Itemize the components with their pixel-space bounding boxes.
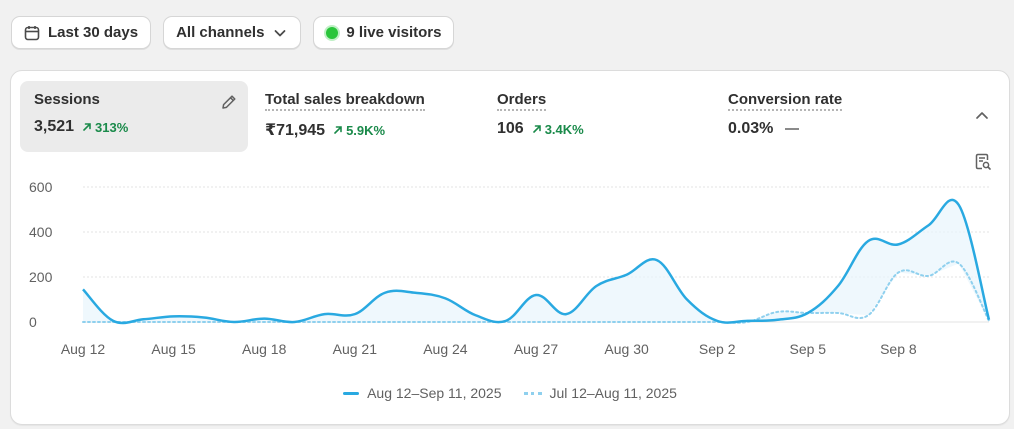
x-tick-label: Aug 15 xyxy=(151,341,196,357)
metric-value: 3,521 xyxy=(34,118,75,135)
x-tick-label: Aug 12 xyxy=(61,341,106,357)
x-tick-label: Aug 21 xyxy=(333,341,378,357)
y-tick-label: 400 xyxy=(29,224,53,240)
x-tick-label: Sep 2 xyxy=(699,341,736,357)
metric-change-value: 5.9K% xyxy=(346,122,386,138)
series-line-current xyxy=(82,198,991,325)
arrow-up-right-icon xyxy=(334,126,342,134)
metric-change: 3.4K% xyxy=(532,122,584,137)
metric-label: Total sales breakdown xyxy=(265,91,425,111)
legend-item-previous[interactable]: Jul 12–Aug 11, 2025 xyxy=(523,385,677,401)
chevron-down-icon xyxy=(272,25,288,41)
metric-label: Orders xyxy=(497,91,547,111)
metric-change: 5.9K% xyxy=(333,123,385,138)
metric-conversion-rate[interactable]: Conversion rate 0.03% xyxy=(714,81,942,152)
metric-change-value: 3.4K% xyxy=(544,121,584,137)
metric-value: 0.03% xyxy=(728,120,774,137)
y-tick-label: 0 xyxy=(29,314,37,330)
x-tick-label: Aug 24 xyxy=(423,341,468,357)
channels-label: All channels xyxy=(176,24,265,41)
metric-orders[interactable]: Orders 106 3.4K% xyxy=(483,81,711,152)
x-tick-label: Sep 5 xyxy=(790,341,827,357)
legend-label: Aug 12–Sep 11, 2025 xyxy=(367,385,502,401)
metric-label: Sessions xyxy=(34,91,100,108)
legend-item-current[interactable]: Aug 12–Sep 11, 2025 xyxy=(343,385,502,401)
no-change-dash-icon xyxy=(785,128,800,130)
arrow-up-right-icon xyxy=(532,125,541,133)
legend-swatch-dotted xyxy=(523,391,542,395)
chevron-up-icon[interactable] xyxy=(973,107,991,125)
metric-sessions[interactable]: Sessions 3,521 313% xyxy=(20,81,248,152)
live-visitors-label: 9 live visitors xyxy=(346,24,442,41)
chart-legend: Aug 12–Sep 11, 2025 Jul 12–Aug 11, 2025 xyxy=(11,385,1009,401)
metric-label: Conversion rate xyxy=(728,91,843,111)
arrow-up-right-icon xyxy=(83,123,91,131)
y-tick-label: 600 xyxy=(29,179,53,195)
x-tick-label: Sep 8 xyxy=(880,341,917,357)
x-tick-label: Aug 30 xyxy=(604,341,649,357)
live-dot-icon xyxy=(326,26,339,39)
toolbar: Last 30 days All channels 9 live visitor… xyxy=(11,16,455,49)
x-tick-label: Aug 18 xyxy=(242,341,287,357)
metric-value: 106 xyxy=(497,120,524,137)
metric-value: ₹71,945 xyxy=(265,122,326,139)
series-gap-shading xyxy=(83,199,989,324)
calendar-icon xyxy=(24,25,40,41)
date-range-button[interactable]: Last 30 days xyxy=(11,16,152,49)
y-tick-label: 200 xyxy=(29,269,53,285)
live-visitors-button[interactable]: 9 live visitors xyxy=(313,16,455,49)
metric-change-value: 313% xyxy=(95,119,129,135)
report-search-icon[interactable] xyxy=(974,153,992,171)
pencil-icon[interactable] xyxy=(220,93,238,111)
metric-total-sales[interactable]: Total sales breakdown ₹71,945 5.9K% xyxy=(251,81,479,152)
legend-swatch-solid xyxy=(343,391,360,395)
x-tick-label: Aug 27 xyxy=(514,341,559,357)
channels-dropdown[interactable]: All channels xyxy=(163,16,302,49)
analytics-card: Sessions 3,521 313% Total sales breakdow… xyxy=(10,70,1010,425)
legend-label: Jul 12–Aug 11, 2025 xyxy=(549,385,677,401)
metric-change: 313% xyxy=(82,120,128,135)
date-range-label: Last 30 days xyxy=(48,24,139,41)
sessions-line-chart: 0 200 400 600 Aug 12 Aug 15 Aug 18 Aug 21 Aug 24… xyxy=(29,179,991,357)
